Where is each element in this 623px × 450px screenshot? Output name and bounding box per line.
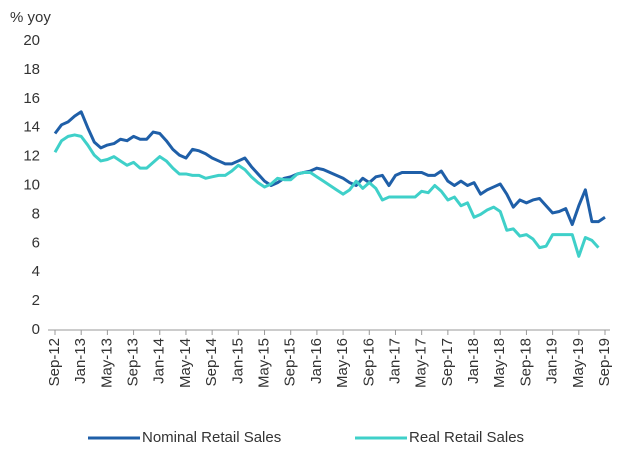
legend-label: Nominal Retail Sales [142,429,281,446]
y-tick-label: 16 [23,90,40,107]
y-tick-label: 4 [32,263,40,280]
y-tick-label: 14 [23,119,40,136]
y-tick-label: 12 [23,148,40,165]
x-tick-label: Jan-19 [544,338,561,384]
y-axis-label: % yoy [10,9,51,26]
x-tick-label: May-18 [491,338,508,388]
x-tick-label: Jan-14 [151,338,168,384]
x-tick-label: May-17 [413,338,430,388]
x-tick-label: May-15 [255,338,272,388]
legend-label: Real Retail Sales [409,429,524,446]
series-line [53,110,606,227]
y-tick-label: 2 [32,292,40,309]
y-tick-label: 0 [32,321,40,338]
y-tick-label: 18 [23,61,40,78]
x-tick-label: Sep-14 [203,338,220,386]
x-tick-label: Sep-15 [282,338,299,386]
y-tick-label: 20 [23,32,40,49]
x-tick-label: Sep-12 [46,338,63,386]
x-tick-label: Jan-18 [465,338,482,384]
x-tick-label: Sep-17 [439,338,456,386]
series-line [53,133,600,258]
x-tick-label: Sep-18 [517,338,534,386]
y-tick-label: 8 [32,205,40,222]
x-tick-label: May-14 [177,338,194,388]
x-tick-label: Sep-13 [125,338,142,386]
x-tick-label: Sep-19 [596,338,613,386]
x-tick-label: Jan-17 [386,338,403,384]
x-tick-label: May-13 [98,338,115,388]
y-tick-label: 6 [32,234,40,251]
y-tick-label: 10 [23,176,40,193]
x-tick-label: May-19 [570,338,587,388]
x-tick-label: May-16 [334,338,351,388]
x-tick-label: Jan-13 [72,338,89,384]
x-tick-label: Sep-16 [360,338,377,386]
x-tick-label: Jan-16 [308,338,325,384]
x-tick-label: Jan-15 [229,338,246,384]
